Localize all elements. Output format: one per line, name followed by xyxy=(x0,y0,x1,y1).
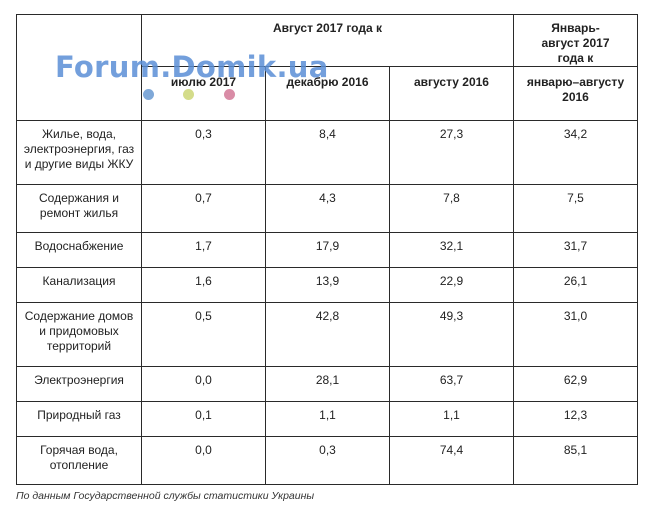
header-col-dec-2016: декабрю 2016 xyxy=(265,66,390,121)
table-row: Канализация 1,6 13,9 22,9 26,1 xyxy=(16,267,638,303)
watermark-dot-icon xyxy=(143,89,154,100)
source-footnote: По данным Государственной службы статист… xyxy=(16,490,315,502)
row-label: Содержание домов и придомовых территорий xyxy=(16,302,142,367)
table-row: Содержание домов и придомовых территорий… xyxy=(16,302,638,367)
cell-value-janaug: 31,7 xyxy=(513,232,638,268)
watermark-dot-icon xyxy=(224,89,235,100)
header-col-aug-2016: августу 2016 xyxy=(389,66,514,121)
row-label: Канализация xyxy=(16,267,142,303)
cell-value-aug: 27,3 xyxy=(389,120,514,185)
cell-value-jul: 0,7 xyxy=(141,184,266,233)
table-row: Содержания и ремонт жилья 0,7 4,3 7,8 7,… xyxy=(16,184,638,233)
table-row: Природный газ 0,1 1,1 1,1 12,3 xyxy=(16,401,638,437)
cell-value-jul: 0,1 xyxy=(141,401,266,437)
cell-value-jul: 1,6 xyxy=(141,267,266,303)
cell-value-dec: 13,9 xyxy=(265,267,390,303)
cell-value-janaug: 7,5 xyxy=(513,184,638,233)
cell-value-jul: 0,0 xyxy=(141,436,266,485)
header-col-jan-aug-text: январю–августу 2016 xyxy=(526,75,625,104)
stats-table-container: Август 2017 года к Январь-август 2017 го… xyxy=(16,0,638,485)
cell-value-dec: 42,8 xyxy=(265,302,390,367)
cell-value-aug: 7,8 xyxy=(389,184,514,233)
table-row: Водоснабжение 1,7 17,9 32,1 31,7 xyxy=(16,232,638,268)
row-label: Электроэнергия xyxy=(16,366,142,402)
cell-value-jul: 0,0 xyxy=(141,366,266,402)
cell-value-janaug: 26,1 xyxy=(513,267,638,303)
cell-value-aug: 1,1 xyxy=(389,401,514,437)
cell-value-dec: 0,3 xyxy=(265,436,390,485)
header-empty-corner xyxy=(16,14,142,121)
cell-value-aug: 22,9 xyxy=(389,267,514,303)
cell-value-dec: 28,1 xyxy=(265,366,390,402)
watermark-logo-text: Forum.Domik.ua xyxy=(55,50,329,84)
table-row: Горячая вода, отопление 0,0 0,3 74,4 85,… xyxy=(16,436,638,485)
cell-value-jul: 1,7 xyxy=(141,232,266,268)
table-row: Жилье, вода, электроэнергия, газ и други… xyxy=(16,120,638,185)
watermark-dot-icon xyxy=(183,89,194,100)
cell-value-janaug: 34,2 xyxy=(513,120,638,185)
cell-value-dec: 1,1 xyxy=(265,401,390,437)
cell-value-janaug: 85,1 xyxy=(513,436,638,485)
cell-value-aug: 49,3 xyxy=(389,302,514,367)
cell-value-janaug: 31,0 xyxy=(513,302,638,367)
table-row: Электроэнергия 0,0 28,1 63,7 62,9 xyxy=(16,366,638,402)
cell-value-jul: 0,3 xyxy=(141,120,266,185)
cell-value-janaug: 12,3 xyxy=(513,401,638,437)
utility-price-index-table: Август 2017 года к Январь-август 2017 го… xyxy=(16,14,638,485)
cell-value-aug: 74,4 xyxy=(389,436,514,485)
header-col-july-2017: июлю 2017 xyxy=(141,66,266,121)
cell-value-dec: 17,9 xyxy=(265,232,390,268)
row-label: Содержания и ремонт жилья xyxy=(16,184,142,233)
header-jan-aug-2017-group: Январь-август 2017 года к xyxy=(513,14,638,67)
cropped-text-fragment xyxy=(120,0,400,4)
cell-value-jul: 0,5 xyxy=(141,302,266,367)
cell-value-dec: 4,3 xyxy=(265,184,390,233)
header-row-columns: июлю 2017 декабрю 2016 августу 2016 янва… xyxy=(17,66,638,121)
row-label: Горячая вода, отопление xyxy=(16,436,142,485)
header-jan-aug-text: Январь-август 2017 года к xyxy=(541,21,610,65)
header-col-jan-aug-2016: январю–августу 2016 xyxy=(513,66,638,121)
cell-value-janaug: 62,9 xyxy=(513,366,638,402)
cell-value-aug: 63,7 xyxy=(389,366,514,402)
cell-value-dec: 8,4 xyxy=(265,120,390,185)
cell-value-aug: 32,1 xyxy=(389,232,514,268)
row-label: Водоснабжение xyxy=(16,232,142,268)
row-label: Природный газ xyxy=(16,401,142,437)
row-label: Жилье, вода, электроэнергия, газ и други… xyxy=(16,120,142,185)
